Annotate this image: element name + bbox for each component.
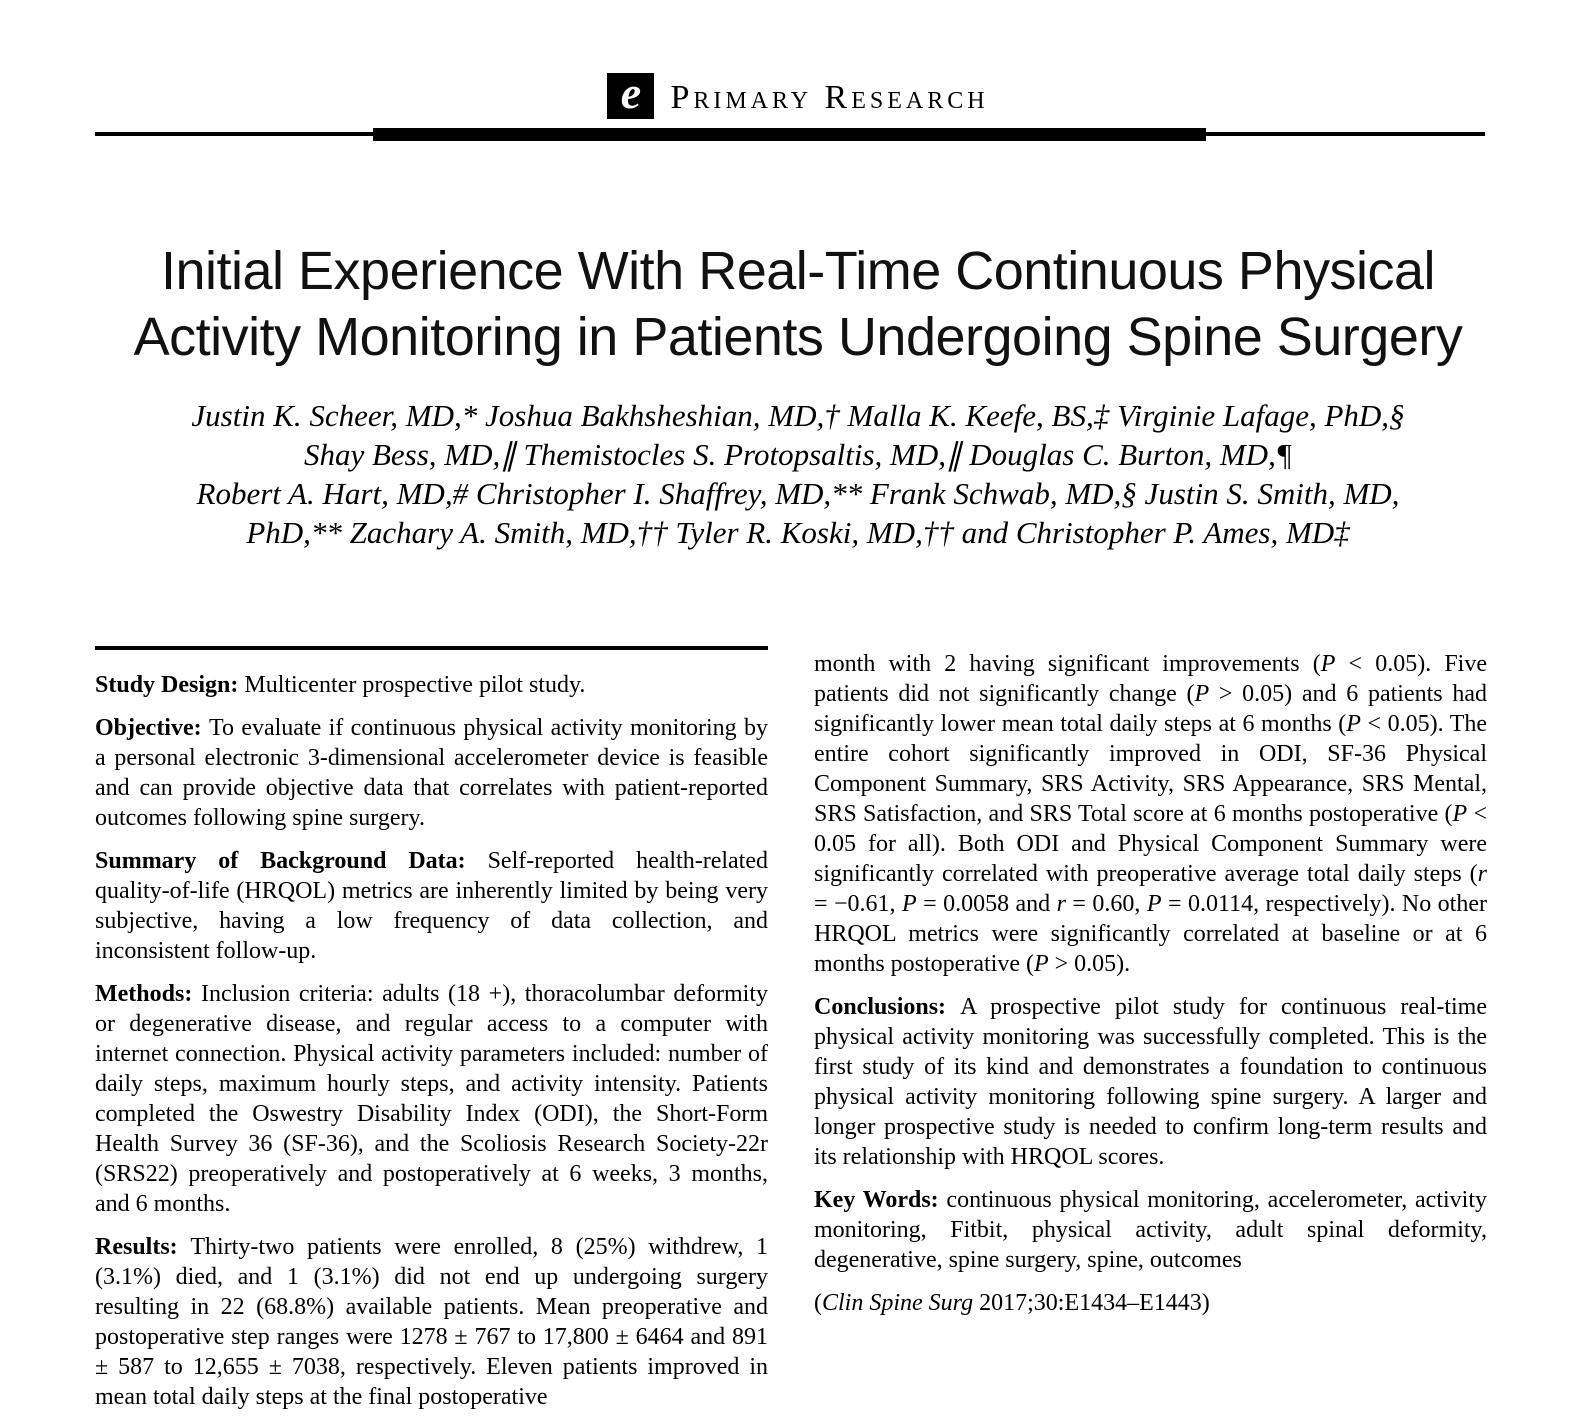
author-list: Justin K. Scheer, MD,* Joshua Bakhsheshi… (60, 396, 1536, 552)
author-line-4: PhD,** Zachary A. Smith, MD,†† Tyler R. … (246, 515, 1350, 550)
abstract-paragraph: Summary of Background Data: Self-reporte… (95, 848, 768, 964)
author-line-1: Justin K. Scheer, MD,* Joshua Bakhsheshi… (191, 398, 1405, 433)
abstract-right-column: month with 2 having significant improvem… (814, 640, 1487, 1331)
abstract-paragraph: Methods: Inclusion criteria: adults (18 … (95, 981, 769, 1217)
author-line-3: Robert A. Hart, MD,# Christopher I. Shaf… (196, 476, 1400, 511)
title-line-1: Initial Experience With Real-Time Contin… (160, 241, 1436, 301)
title-line-2: Activity Monitoring in Patients Undergoi… (133, 307, 1463, 367)
abstract-left-paragraphs: Study Design: Multicenter prospective pi… (95, 670, 768, 1412)
abstract-left-column: Study Design: Multicenter prospective pi… (95, 640, 768, 1425)
abstract-paragraph: Conclusions: A prospective pilot study f… (814, 994, 1487, 1170)
abstract-paragraph: Results: Thirty-two patients were enroll… (95, 1234, 768, 1410)
abstract-paragraph: (Clin Spine Surg 2017;30:E1434–E1443) (814, 1290, 1210, 1316)
abstract-paragraph: Objective: To evaluate if continuous phy… (95, 715, 768, 831)
article-category: Primary Research (670, 79, 989, 116)
abstract: Study Design: Multicenter prospective pi… (95, 640, 1487, 1425)
section-label: Results: (95, 1234, 191, 1260)
article-title: Initial Experience With Real-Time Contin… (40, 238, 1556, 370)
header-rule (0, 127, 1596, 143)
header-thick-bar (373, 128, 1206, 141)
section-label: Objective: (95, 715, 209, 741)
section-label: Conclusions: (814, 994, 961, 1020)
section-label: Study Design: (95, 672, 245, 698)
author-line-2: Shay Bess, MD,∥ Themistocles S. Protopsa… (303, 437, 1293, 472)
abstract-paragraph: month with 2 having significant improvem… (814, 651, 1488, 977)
abstract-rule (95, 646, 768, 650)
abstract-right-paragraphs: month with 2 having significant improvem… (814, 649, 1487, 1318)
section-label: Summary of Background Data: (95, 848, 488, 874)
abstract-paragraph: Key Words: continuous physical monitorin… (814, 1187, 1487, 1273)
logo-letter: e (620, 67, 642, 118)
section-label: Methods: (95, 981, 201, 1007)
abstract-paragraph: Study Design: Multicenter prospective pi… (95, 672, 586, 698)
section-label: Key Words: (814, 1187, 947, 1213)
journal-brand: e Primary Research (0, 67, 1596, 120)
journal-logo: e (607, 67, 655, 119)
